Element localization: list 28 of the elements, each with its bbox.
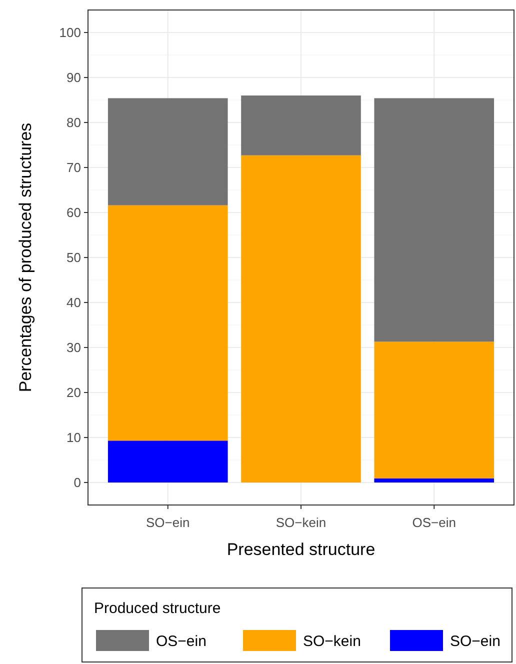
x-axis-title: Presented structure [226,540,376,559]
y-tick-label: 50 [66,250,81,266]
y-tick-label: 100 [59,25,81,40]
bar [374,342,494,478]
legend-label: OS−ein [156,633,206,650]
y-tick-label: 40 [66,295,81,310]
legend-label: SO−kein [303,633,361,650]
bar [241,155,361,482]
bar [374,478,494,482]
y-tick-label: 30 [66,340,81,356]
bar [108,205,228,441]
y-tick-label: 0 [74,475,81,490]
x-tick-label: SO−ein [146,515,190,530]
bar [374,98,494,342]
y-tick-label: 90 [66,70,81,86]
y-axis-title: Percentages of produced structures [16,122,35,392]
y-tick-label: 10 [66,430,81,446]
bar [108,98,228,206]
y-tick-label: 20 [66,385,81,400]
bar [108,440,228,482]
y-tick-label: 70 [66,160,81,176]
x-tick-label: SO−kein [276,515,326,530]
legend-title: Produced structure [94,600,221,617]
x-tick-label: OS−ein [412,515,456,530]
bar [241,96,361,156]
y-tick-label: 80 [66,115,81,130]
y-tick-label: 60 [66,205,81,220]
legend-label: SO−ein [450,633,500,650]
